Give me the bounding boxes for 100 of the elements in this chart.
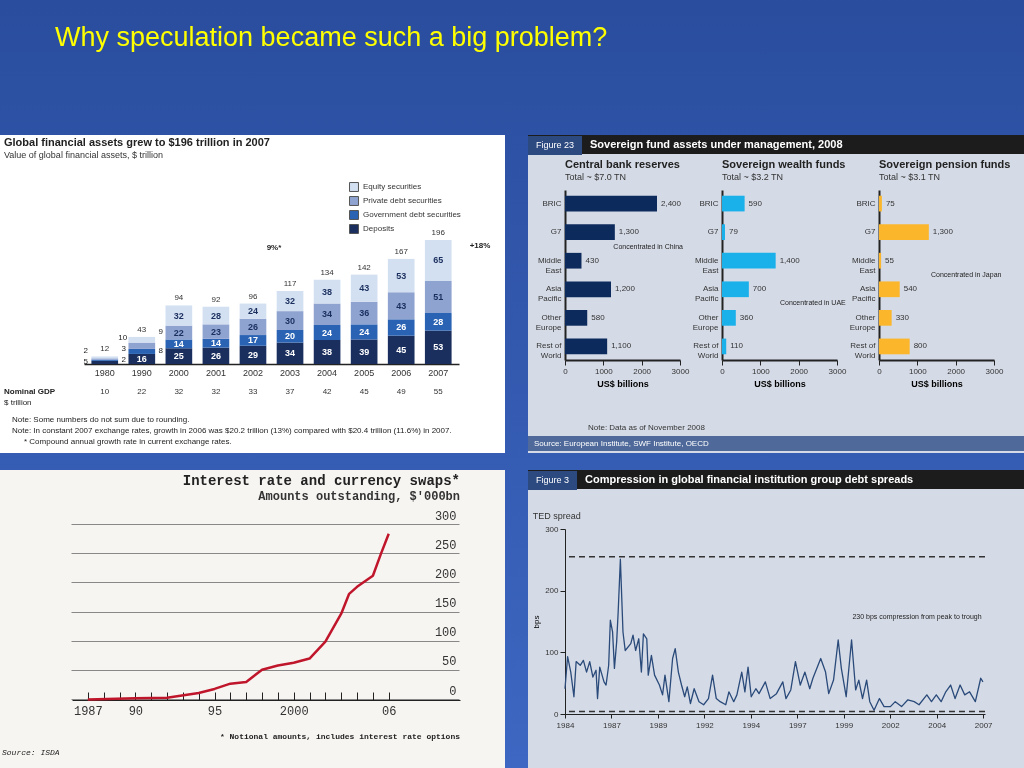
data-label: 1,400 bbox=[779, 255, 801, 265]
total-label: 94 bbox=[174, 293, 184, 303]
data-label: 34 bbox=[322, 309, 333, 320]
data-label: 26 bbox=[396, 322, 407, 333]
data-label: 1,200 bbox=[615, 284, 636, 294]
y-tick-label: Asia Pacific bbox=[851, 284, 877, 304]
source-note: Source: European Institute, SWF Institute, OECD bbox=[528, 436, 1024, 451]
data-label: 1,100 bbox=[611, 341, 632, 351]
x-tick-label: 3000 bbox=[828, 366, 847, 376]
data-label: 75 bbox=[885, 198, 896, 208]
x-tick-label: 2004 bbox=[928, 720, 947, 730]
data-label: 580 bbox=[591, 312, 606, 322]
y-tick-label: Middle East bbox=[851, 255, 877, 275]
text: 22 bbox=[137, 387, 147, 396]
y-tick-label: Middle East bbox=[537, 255, 563, 275]
y-tick-label: BRIC bbox=[699, 198, 719, 208]
x-tick-label: 2004 bbox=[317, 367, 338, 378]
y-tick-label: 0 bbox=[449, 684, 457, 699]
x-tick-label: 1000 bbox=[594, 366, 614, 376]
x-tick-label: 95 bbox=[207, 704, 223, 719]
chart-title: Interest rate and currency swaps* bbox=[182, 473, 460, 489]
total-label: 117 bbox=[283, 278, 297, 288]
data-label: 29 bbox=[247, 349, 258, 360]
data-label: 38 bbox=[322, 286, 333, 297]
total-label: 142 bbox=[357, 262, 372, 272]
x-tick-label: 2005 bbox=[354, 367, 375, 378]
y-tick-label: 100 bbox=[545, 647, 560, 657]
chart-subtitle: Total ~ $3.2 TN bbox=[722, 172, 784, 182]
y-axis-title: bps bbox=[532, 615, 542, 629]
data-label: 53 bbox=[433, 342, 444, 353]
x-tick-label: 1000 bbox=[908, 366, 928, 376]
data-label: 79 bbox=[729, 227, 739, 237]
chart-subtitle: Total ~ $7.0 TN bbox=[565, 172, 627, 182]
total-label: 92 bbox=[211, 294, 221, 304]
chart-subtitle: TED spread bbox=[532, 511, 581, 521]
x-tick-label: 2000 bbox=[168, 367, 189, 378]
data-label: 39 bbox=[359, 346, 370, 357]
data-label: 53 bbox=[396, 270, 407, 281]
text: Note: In constant 2007 exchange rates, growth in 2006 was $20.2 trillion (13%) compared with $20.4 trillion (11.6%) in 2007. bbox=[12, 426, 452, 435]
x-tick-label: 1984 bbox=[556, 720, 575, 730]
x-tick-label: 1987 bbox=[73, 704, 103, 719]
x-tick-label: 3000 bbox=[671, 366, 690, 376]
chart-title: Compression in global financial institution group debt spreads bbox=[585, 473, 914, 485]
y-tick-label: Other Europe bbox=[849, 312, 877, 332]
text: Nominal GDP bbox=[4, 387, 56, 396]
data-label: 32 bbox=[173, 310, 184, 321]
data-label: 330 bbox=[895, 312, 910, 322]
x-tick-label: 2000 bbox=[947, 366, 966, 376]
total-label: 134 bbox=[320, 267, 335, 277]
data-label: 430 bbox=[585, 255, 600, 265]
data-label: 28 bbox=[433, 316, 444, 327]
text: $ trillion bbox=[4, 398, 32, 407]
data-label: 3 bbox=[121, 344, 127, 354]
data-label: 36 bbox=[359, 308, 370, 319]
x-tick-label: 1997 bbox=[788, 720, 808, 730]
y-tick-label: G7 bbox=[550, 227, 563, 237]
y-tick-label: Other Europe bbox=[535, 312, 563, 332]
source-note: Source: ISDA bbox=[2, 748, 60, 757]
y-tick-label: Middle East bbox=[694, 255, 720, 275]
text: 55 bbox=[433, 387, 444, 396]
data-label: 2 bbox=[83, 345, 89, 355]
chart-subtitle: Total ~ $3.1 TN bbox=[879, 172, 941, 182]
data-label: 24 bbox=[247, 306, 258, 317]
data-label: 26 bbox=[210, 350, 221, 361]
data-label: 55 bbox=[885, 255, 895, 265]
x-tick-label: 2002 bbox=[242, 367, 263, 378]
x-tick-label: 2001 bbox=[205, 367, 226, 378]
legend-label: Government debt securities bbox=[363, 210, 461, 219]
data-label: 25 bbox=[173, 351, 184, 362]
text: +18% bbox=[469, 241, 491, 250]
caption: Figure 23 bbox=[528, 136, 583, 155]
y-tick-label: 300 bbox=[434, 509, 457, 524]
x-tick-label: 90 bbox=[128, 704, 144, 719]
x-tick-label: 1999 bbox=[835, 720, 854, 730]
y-tick-label: Rest of World bbox=[693, 341, 720, 361]
data-label: 34 bbox=[285, 348, 296, 359]
data-label: 9 bbox=[158, 326, 164, 336]
x-tick-label: 2007 bbox=[428, 367, 449, 378]
legend-label: Private debt securities bbox=[363, 196, 442, 205]
x-tick-label: 3000 bbox=[985, 366, 1004, 376]
chart-subtitle: Value of global financial assets, $ trillion bbox=[4, 150, 163, 160]
chart-title: Sovereign pension funds bbox=[879, 158, 1011, 170]
x-tick-label: 1980 bbox=[94, 367, 115, 378]
y-tick-label: 50 bbox=[442, 655, 457, 670]
y-tick-label: 300 bbox=[545, 524, 560, 534]
x-tick-label: 1992 bbox=[695, 720, 715, 730]
text: 33 bbox=[248, 387, 258, 396]
text: Note: Some numbers do not sum due to rounding. bbox=[12, 415, 190, 424]
data-label: 23 bbox=[210, 326, 221, 337]
total-label: 12 bbox=[100, 344, 110, 354]
data-label: 38 bbox=[322, 347, 333, 358]
x-tick-label: 1989 bbox=[649, 720, 668, 730]
x-axis-title: US$ billions bbox=[911, 378, 963, 389]
x-tick-label: 2000 bbox=[633, 366, 652, 376]
x-tick-label: 2003 bbox=[280, 367, 301, 378]
data-label: 700 bbox=[752, 284, 767, 294]
x-axis-title: US$ billions bbox=[597, 378, 649, 389]
x-tick-label: 1987 bbox=[603, 720, 622, 730]
legend-label: Equity securities bbox=[363, 182, 422, 191]
text: Why speculation became such a big problem? bbox=[55, 22, 609, 53]
